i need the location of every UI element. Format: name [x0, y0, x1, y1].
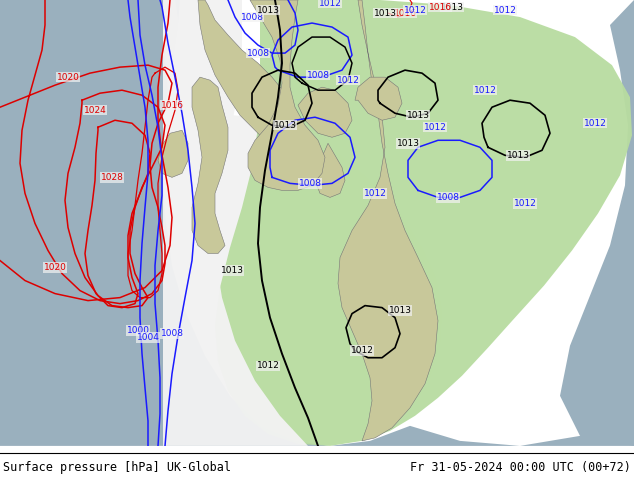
Text: 1013: 1013 — [389, 306, 411, 315]
Polygon shape — [163, 0, 308, 446]
Polygon shape — [355, 77, 402, 120]
Text: Fr 31-05-2024 00:00 UTC (00+72): Fr 31-05-2024 00:00 UTC (00+72) — [410, 462, 631, 474]
Text: 1012: 1012 — [404, 5, 427, 15]
Text: 1012: 1012 — [424, 123, 446, 132]
Text: 1013: 1013 — [396, 139, 420, 148]
Polygon shape — [315, 143, 345, 197]
Text: 1008: 1008 — [306, 71, 330, 80]
Text: 1012: 1012 — [257, 361, 280, 370]
Text: 1008: 1008 — [160, 329, 183, 338]
Text: 1012: 1012 — [583, 119, 607, 128]
Text: 1008: 1008 — [247, 49, 269, 58]
Text: 1008: 1008 — [299, 179, 321, 188]
Text: 1016: 1016 — [394, 8, 417, 18]
Text: 1012: 1012 — [337, 75, 359, 85]
Text: 1013: 1013 — [373, 8, 396, 18]
Text: 1020: 1020 — [56, 73, 79, 82]
Text: 1016: 1016 — [429, 2, 451, 11]
Polygon shape — [163, 0, 442, 444]
Polygon shape — [298, 87, 352, 137]
Text: 1013: 1013 — [257, 5, 280, 15]
Text: 1012: 1012 — [318, 0, 342, 7]
Text: 1028: 1028 — [101, 173, 124, 182]
Text: 1004: 1004 — [136, 333, 159, 342]
Text: 1013: 1013 — [273, 121, 297, 130]
Text: 1008: 1008 — [436, 193, 460, 202]
Polygon shape — [0, 0, 634, 446]
Polygon shape — [248, 0, 325, 191]
Text: 1020: 1020 — [44, 263, 67, 272]
Text: 1013: 1013 — [507, 151, 529, 160]
Text: 1008: 1008 — [240, 13, 264, 22]
Polygon shape — [158, 130, 188, 177]
Text: 1024: 1024 — [84, 106, 107, 115]
Text: Surface pressure [hPa] UK-Global: Surface pressure [hPa] UK-Global — [3, 462, 231, 474]
Text: 1012: 1012 — [363, 189, 387, 198]
Text: 1013: 1013 — [406, 111, 429, 120]
Text: 1013: 1013 — [441, 2, 463, 11]
Polygon shape — [215, 0, 632, 446]
Text: 1012: 1012 — [474, 86, 496, 95]
Polygon shape — [338, 0, 438, 441]
Polygon shape — [198, 0, 298, 147]
Text: 1016: 1016 — [160, 101, 183, 110]
Text: 1012: 1012 — [514, 199, 536, 208]
Text: 1013: 1013 — [221, 266, 243, 275]
Text: 1012: 1012 — [493, 5, 517, 15]
Text: 1012: 1012 — [351, 346, 373, 355]
Polygon shape — [192, 77, 228, 253]
Text: 1000: 1000 — [127, 326, 150, 335]
Polygon shape — [560, 0, 634, 446]
